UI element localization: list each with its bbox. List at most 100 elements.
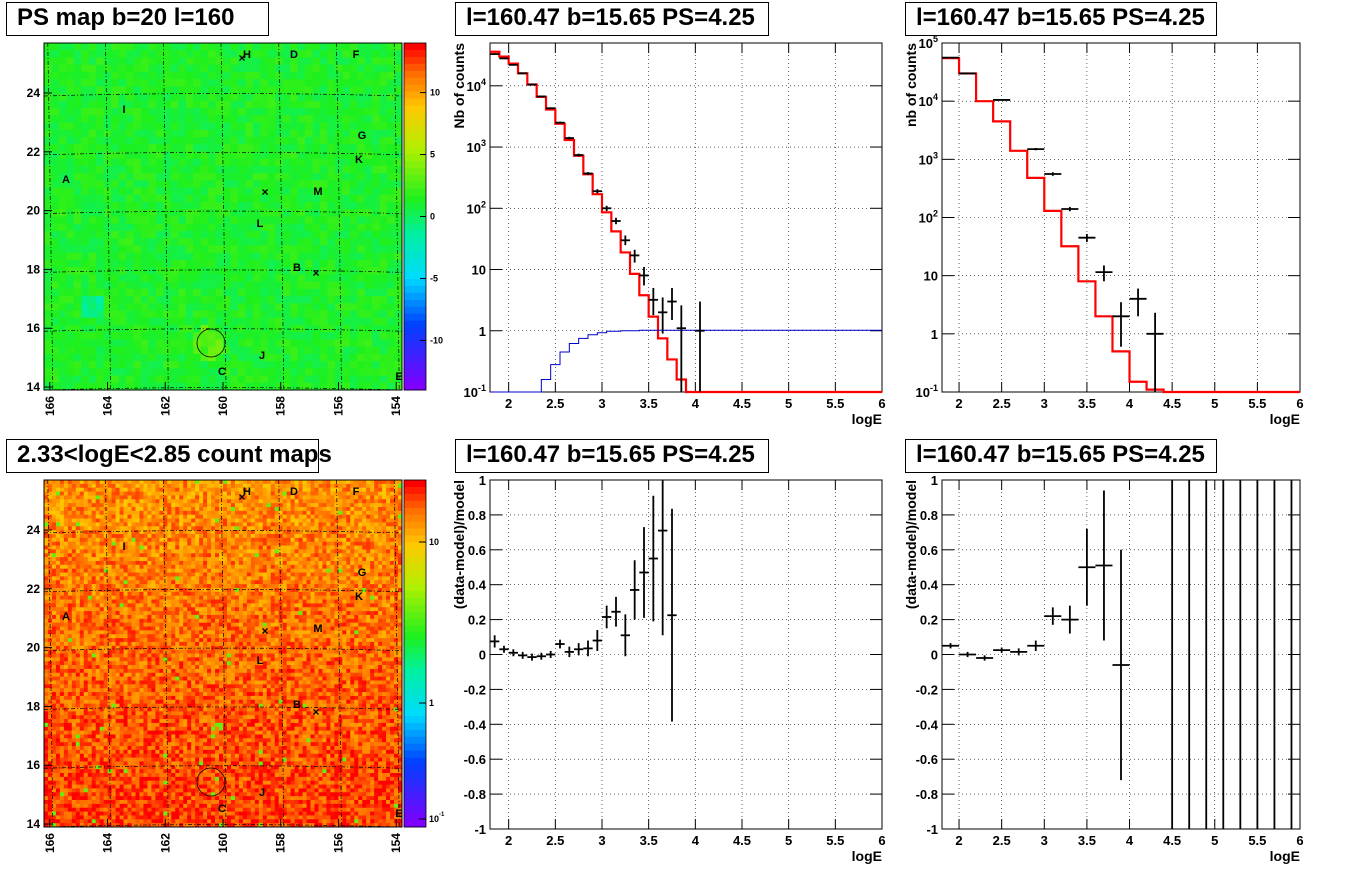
map-cell [59,526,65,531]
map-cell [148,115,157,124]
map-cell [67,769,73,774]
map-cell [71,587,77,593]
map-cell [107,595,113,601]
map-cell [394,288,403,297]
map-cell [135,560,140,566]
map-cell [115,580,121,585]
map-cell [47,784,53,789]
map-cell [111,93,120,102]
map-cell [99,499,105,504]
map-cell [88,296,97,304]
map-cell [103,738,109,743]
map-cell [327,187,336,196]
map-cell [47,653,53,658]
map-cell [81,165,90,174]
map-cell [88,122,97,131]
map-cell [127,487,133,493]
map-cell [148,353,157,362]
map-cell [394,209,403,217]
map-cell [67,634,73,639]
map-cell [357,173,366,181]
map-cell [151,676,156,681]
map-cell [96,375,105,384]
map-cell [245,238,254,246]
map-cell [123,773,129,778]
map-cell [51,332,60,340]
map-cell [135,765,140,770]
map-cell [170,122,179,131]
map-cell [44,64,52,73]
map-cell [357,274,366,283]
map-cell [170,252,179,261]
map-cell [58,317,67,326]
map-cell [111,800,117,805]
map-cell [99,668,105,674]
map-cell [81,303,90,311]
map-cell [103,630,109,635]
map-cell [260,144,269,152]
map-cell [178,194,187,203]
map-cell [75,811,81,816]
map-cell [260,252,269,261]
map-cell [115,703,121,708]
map-cell [123,722,129,728]
map-cell [305,194,313,203]
map-cell [66,259,75,268]
map-cell [87,572,93,577]
map-cell [103,64,112,73]
map-cell [364,361,373,369]
map-cell [55,823,61,828]
map-cell [59,811,65,816]
map-cell [111,707,117,712]
map-cell [44,618,49,624]
map-cell [44,108,52,116]
map-cell [327,288,336,297]
map-cell [151,738,156,743]
map-cell [51,43,60,51]
map-cell [79,715,85,720]
map-cell [357,317,366,326]
map-cell [163,202,172,210]
map-cell [103,707,109,712]
map-cell [327,144,336,152]
map-cell [87,518,93,523]
map-cell [290,296,299,304]
map-cell [178,57,187,66]
map-cell [118,368,127,377]
map-cell [75,499,81,504]
map-cell [123,769,129,774]
map-cell [111,514,117,520]
map-cell [79,522,85,527]
map-cell [349,173,358,181]
map-cell [119,487,125,493]
map-cell [193,267,202,275]
map-cell [349,238,358,246]
map-cell [71,719,77,724]
map-cell [319,50,328,58]
map-cell [75,684,81,689]
map-cell [111,560,117,566]
map-cell [123,757,129,762]
map-cell [143,595,148,601]
map-cell [83,796,89,801]
map-cell [44,742,49,747]
map-cell [51,93,60,102]
map-cell [71,722,77,728]
map-cell [55,480,61,485]
map-cell [75,726,81,732]
map-cell [379,382,388,391]
map-cell [379,108,388,116]
map-cell [67,776,73,782]
map-cell [59,784,65,789]
map-cell [71,784,77,789]
map-cell [47,730,53,735]
map-cell [143,661,148,666]
map-cell [297,310,306,319]
map-cell [319,86,328,95]
map-cell [103,618,109,624]
map-cell [111,807,117,813]
map-cell [44,522,49,527]
map-cell [47,480,53,485]
map-cell [95,510,101,516]
map-cell [119,665,125,670]
